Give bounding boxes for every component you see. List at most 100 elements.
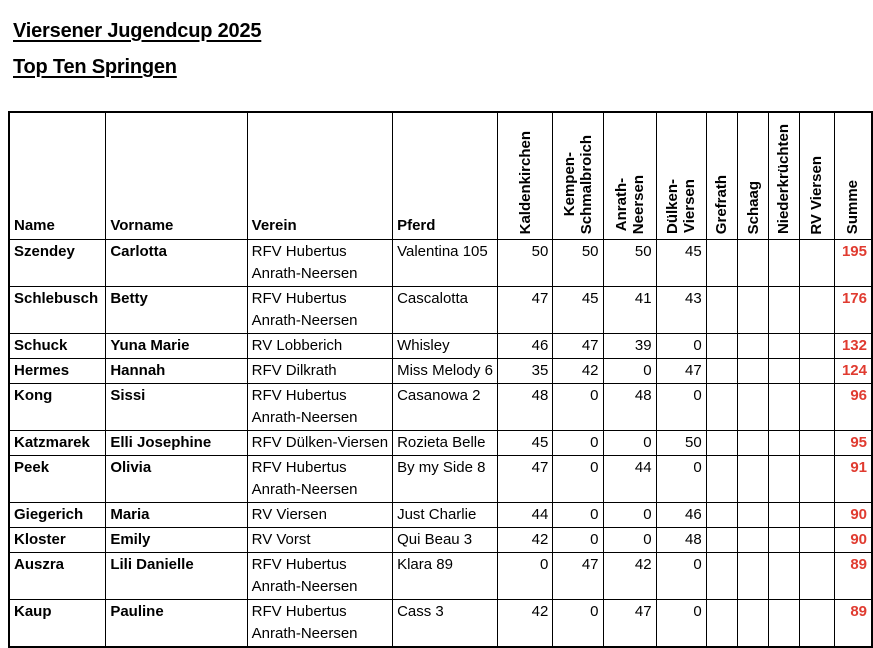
cell-score: 0 [655, 382, 707, 431]
cell-score [705, 429, 739, 456]
rotated-header-label: Summe [844, 180, 862, 235]
column-header-anrath-neersen: Anrath- Neersen [602, 111, 657, 240]
cell-pferd: Qui Beau 3 [392, 526, 498, 553]
cell-score [736, 598, 770, 647]
rotated-header-label: Niederkrüchten [775, 124, 793, 235]
cell-score: 0 [552, 454, 604, 503]
cell-score [736, 501, 770, 528]
cell-vorname: Yuna Marie [105, 332, 248, 359]
cell-score [798, 238, 835, 287]
cell-score [705, 598, 739, 647]
cell-name: Peek [8, 454, 107, 503]
cell-name: Szendey [8, 238, 107, 287]
cell-score: 42 [496, 598, 554, 647]
cell-vorname: Maria [105, 501, 248, 528]
cell-score: 0 [655, 332, 707, 359]
cell-summe: 89 [833, 551, 873, 600]
cell-score [768, 285, 800, 334]
cell-score: 43 [655, 285, 707, 334]
cell-score [768, 429, 800, 456]
cell-name: Kaup [8, 598, 107, 647]
cell-score: 42 [602, 551, 657, 600]
cell-pferd: Miss Melody 6 [392, 357, 498, 384]
cell-summe: 90 [833, 526, 873, 553]
cell-score [705, 285, 739, 334]
cell-score [768, 332, 800, 359]
header-row: Name Vorname Verein Pferd Kaldenkirchen … [8, 111, 873, 240]
cell-vorname: Betty [105, 285, 248, 334]
table-row: Peek Olivia RFV Hubertus Anrath-Neersen … [8, 454, 873, 503]
cell-vorname: Olivia [105, 454, 248, 503]
cell-score [736, 429, 770, 456]
cell-score: 44 [496, 501, 554, 528]
results-table-body: Szendey Carlotta RFV Hubertus Anrath-Nee… [8, 238, 873, 647]
cell-score [705, 238, 739, 287]
cell-summe: 89 [833, 598, 873, 647]
cell-verein: RFV Hubertus Anrath-Neersen [246, 598, 394, 647]
cell-verein: RFV Hubertus Anrath-Neersen [246, 238, 394, 287]
column-header-vorname: Vorname [105, 111, 248, 240]
cell-name: Auszra [8, 551, 107, 600]
cell-verein: RV Vorst [246, 526, 394, 553]
cell-name: Schuck [8, 332, 107, 359]
cell-score: 47 [552, 332, 604, 359]
cell-score [705, 357, 739, 384]
cell-score [798, 382, 835, 431]
cell-score [768, 501, 800, 528]
cell-score: 0 [552, 501, 604, 528]
page-subtitle-row: Top Ten Springen [13, 56, 261, 79]
cell-score: 45 [552, 285, 604, 334]
cell-score [705, 382, 739, 431]
table-row: Schlebusch Betty RFV Hubertus Anrath-Nee… [8, 285, 873, 334]
cell-score [768, 454, 800, 503]
cell-score: 50 [496, 238, 554, 287]
cell-score: 35 [496, 357, 554, 384]
cell-score: 44 [602, 454, 657, 503]
cell-verein: RFV Dilkrath [246, 357, 394, 384]
column-header-grefrath: Grefrath [705, 111, 739, 240]
cell-score [798, 357, 835, 384]
cell-score [798, 598, 835, 647]
rotated-header-label: Dülken- Viersen [664, 179, 699, 235]
rotated-header-label: Anrath- Neersen [612, 175, 647, 235]
cell-score: 0 [552, 526, 604, 553]
cell-pferd: Cascalotta [392, 285, 498, 334]
cell-name: Kloster [8, 526, 107, 553]
table-row: Kong Sissi RFV Hubertus Anrath-Neersen C… [8, 382, 873, 431]
rotated-header-label: RV Viersen [808, 155, 826, 235]
cell-name: Schlebusch [8, 285, 107, 334]
cell-vorname: Emily [105, 526, 248, 553]
cell-score [736, 551, 770, 600]
cell-score: 47 [496, 454, 554, 503]
cell-score: 46 [496, 332, 554, 359]
cell-score: 48 [655, 526, 707, 553]
cell-score [736, 382, 770, 431]
cell-score: 47 [496, 285, 554, 334]
cell-vorname: Hannah [105, 357, 248, 384]
cell-summe: 176 [833, 285, 873, 334]
cell-score [768, 526, 800, 553]
page-subtitle: Top Ten Springen [13, 56, 177, 78]
cell-score: 0 [552, 598, 604, 647]
cell-verein: RFV Hubertus Anrath-Neersen [246, 454, 394, 503]
column-header-kaldenkirchen: Kaldenkirchen [496, 111, 554, 240]
cell-summe: 91 [833, 454, 873, 503]
cell-score: 50 [552, 238, 604, 287]
table-row: Auszra Lili Danielle RFV Hubertus Anrath… [8, 551, 873, 600]
cell-score: 42 [496, 526, 554, 553]
cell-score: 0 [655, 598, 707, 647]
cell-score [736, 332, 770, 359]
cell-summe: 95 [833, 429, 873, 456]
cell-score [736, 238, 770, 287]
cell-score: 45 [655, 238, 707, 287]
rotated-header-label: Grefrath [713, 175, 731, 235]
cell-score [798, 429, 835, 456]
table-row: Katzmarek Elli Josephine RFV Dülken-Vier… [8, 429, 873, 456]
cell-score [736, 526, 770, 553]
column-header-verein: Verein [246, 111, 394, 240]
cell-score [768, 551, 800, 600]
table-row: Giegerich Maria RV Viersen Just Charlie … [8, 501, 873, 528]
cell-score: 0 [602, 501, 657, 528]
cell-score: 45 [496, 429, 554, 456]
table-row: Schuck Yuna Marie RV Lobberich Whisley 4… [8, 332, 873, 359]
